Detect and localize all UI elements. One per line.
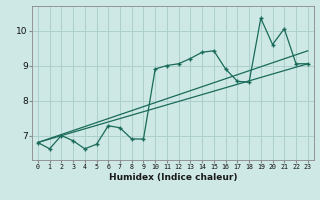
X-axis label: Humidex (Indice chaleur): Humidex (Indice chaleur) xyxy=(108,173,237,182)
